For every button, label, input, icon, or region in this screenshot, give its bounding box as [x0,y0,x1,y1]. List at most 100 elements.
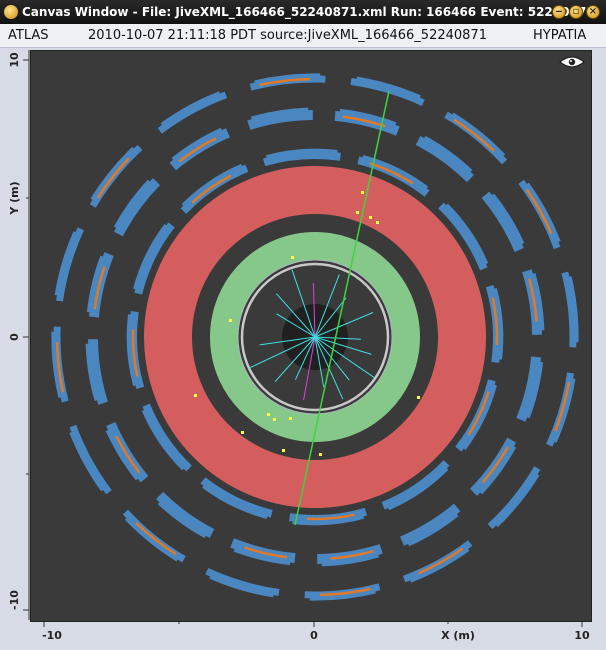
muon-chamber [156,491,215,539]
muon-chamber-inner [86,255,104,313]
muon-chamber [89,144,143,208]
muon-hit [259,77,310,87]
muon-chamber-inner [409,548,470,583]
app-icon [4,5,18,19]
muon-chamber-inner [451,112,506,157]
muon-chamber-inner [493,287,504,360]
muon-chamber [122,509,186,563]
track-bundle [248,269,375,401]
muon-chamber [481,191,524,253]
muon-chamber [561,271,577,348]
muon-hit [467,391,490,436]
charged-track [274,336,316,383]
muon-hit [554,382,571,432]
muon-hit [307,513,355,521]
muon-chamber-inner [309,590,376,601]
charged-track [314,336,361,340]
x-tick-right: 10 [574,629,590,642]
energy-deposit [229,319,232,322]
energy-deposit [267,413,270,416]
muon-chamber [157,91,228,134]
muon-chamber-inner [171,127,223,161]
x-axis: -10 0 10 X (m) [30,620,590,642]
energy-deposit [356,211,359,214]
x-tick-left: -10 [42,629,62,642]
muon-chamber [205,568,280,596]
muon-chamber [247,110,313,130]
energy-deposits [194,191,420,456]
muon-chamber-inner [463,384,497,450]
muon-hit [525,188,553,235]
event-display-canvas[interactable] [30,50,592,622]
window-titlebar[interactable]: Canvas Window - File: JiveXML_166466_522… [0,0,606,24]
muon-track [294,90,390,526]
charged-track [276,313,316,338]
maximize-icon[interactable]: ▫ [569,5,583,19]
window-title: Canvas Window - File: JiveXML_166466_522… [22,5,595,19]
muon-chamber-inner [553,378,576,443]
charged-track [314,274,340,338]
energy-deposit [273,418,276,421]
x-axis-label: X (m) [441,629,475,642]
muon-chamber-inner [157,501,206,539]
muon-chamber-inner [51,331,62,398]
muon-chamber-inner [526,361,544,419]
y-axis-label: Y (m) [8,181,21,215]
energy-deposit [417,396,420,399]
muon-hit [244,546,288,559]
muon-chamber-inner [90,146,135,201]
muon-chamber-inner [362,155,428,189]
muon-chamber-inner [387,467,449,511]
muon-chamber [69,424,112,495]
event-info-bar: ATLAS 2010-10-07 21:11:18 PDT source:Jiv… [0,24,606,48]
muon-chamber [438,202,488,271]
eye-icon[interactable] [559,55,585,69]
muon-chamber-inner [265,148,338,159]
muon-hit [131,329,139,377]
charged-track [312,282,316,338]
muon-chamber [399,503,461,546]
y-tick-bottom: -10 [8,590,21,610]
muon-chamber-inner [491,193,525,245]
muon-chamber [516,356,542,422]
charged-track [248,336,316,369]
muon-hit [417,547,464,575]
muon-chamber-inner [126,314,137,387]
muon-hit [96,157,130,199]
muon-hit [369,162,414,185]
muon-chamber-inner [445,203,489,265]
muon-chamber-inner [69,431,104,492]
muon-chamber [402,540,473,583]
muon-chamber-inner [495,473,540,528]
detector-view [51,73,579,601]
event-source-label: 2010-10-07 21:11:18 PDT source:JiveXML_1… [88,28,487,43]
charged-track [314,312,374,338]
x-tick-zero: 0 [310,629,318,642]
minimize-icon[interactable]: ‒ [552,5,566,19]
muon-chamber [415,135,474,183]
muon-hit [491,297,499,345]
muon-hit [55,342,65,393]
muon-hit [527,278,538,322]
muon-chamber-inner [209,575,274,598]
muon-chamber-inner [233,548,291,566]
muon-chamber-inner [321,554,380,567]
muon-chamber [444,111,508,165]
charged-track [276,293,316,338]
muon-hit [453,118,495,152]
muon-hit [115,435,141,474]
muon-chamber [487,466,541,530]
muon-chamber-inner [54,231,77,296]
muon-chamber-inner [202,485,268,519]
muon-hit [93,266,106,310]
energy-deposit [291,256,294,259]
muon-chamber [56,227,84,302]
muon-chamber-inner [85,343,98,402]
muon-chamber-inner [113,179,151,228]
energy-deposit [361,191,364,194]
muon-chamber [88,339,108,405]
close-icon[interactable]: × [586,5,600,19]
muon-hit [320,587,371,597]
muon-chamber-inner [124,517,179,562]
em-calorimeter [210,232,420,442]
